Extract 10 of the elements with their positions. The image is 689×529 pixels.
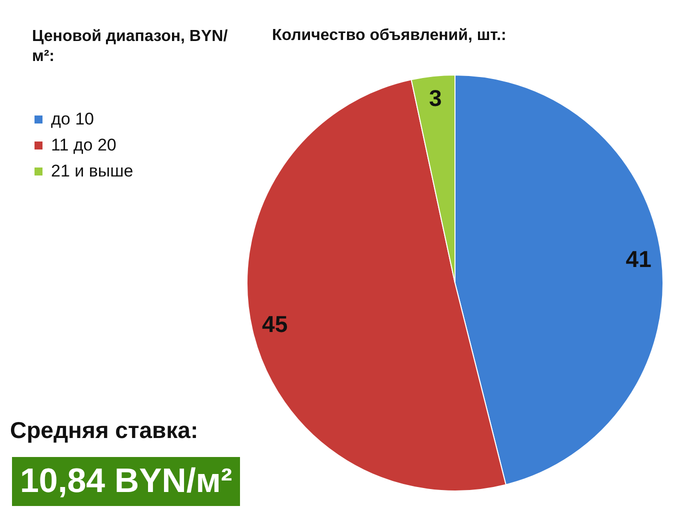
data-label: 3 <box>429 85 442 112</box>
legend-title: Ценовой диапазон, BYN/м²: <box>32 27 229 67</box>
label-box: 10,84 BYN/м² <box>12 457 240 506</box>
legend-label: 11 до 20 <box>51 136 116 154</box>
text: Средняя ставка: <box>10 417 198 444</box>
chart-title: Количество объявлений, шт.: <box>272 27 506 45</box>
legend-label: до 10 <box>51 110 94 128</box>
data-label: 41 <box>626 246 652 272</box>
data-label: 45 <box>262 311 288 338</box>
legend-label: 21 и выше <box>51 162 134 180</box>
